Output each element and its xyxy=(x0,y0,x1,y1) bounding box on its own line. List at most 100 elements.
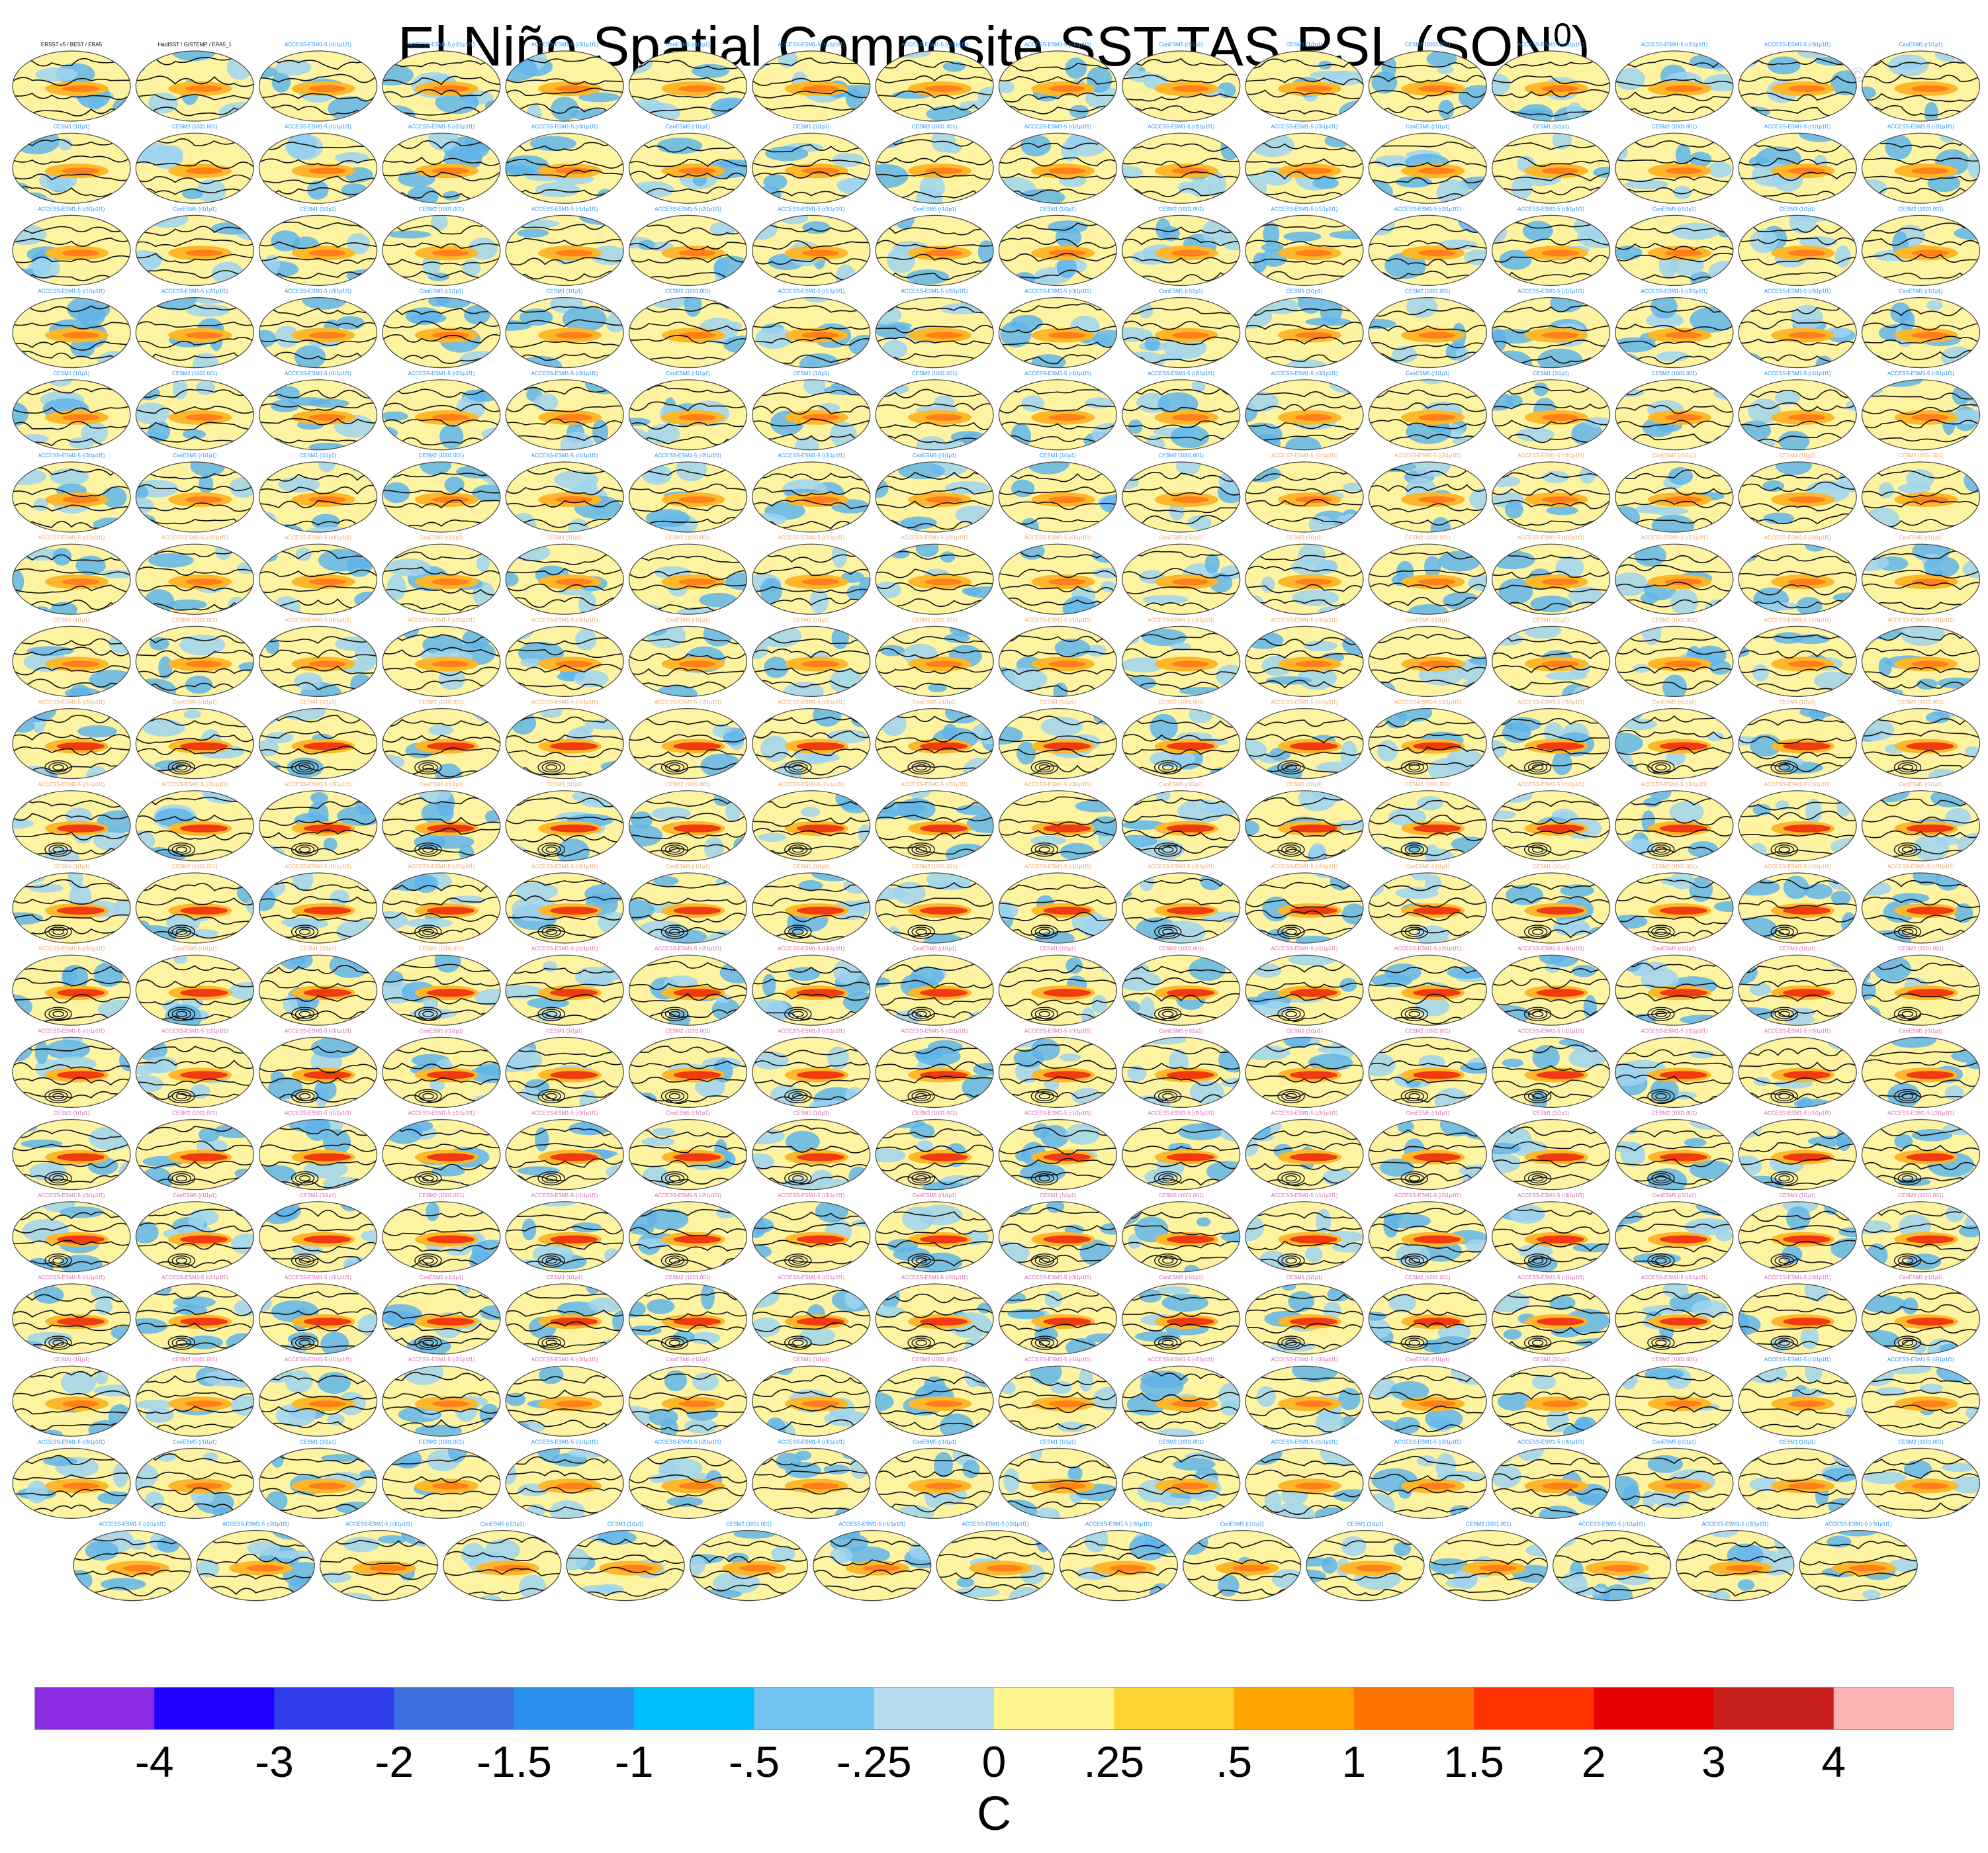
map-panel: CanESM5 (r1i1p1) xyxy=(443,1521,562,1602)
panel-title: CESM2 (1001.001) xyxy=(1405,782,1451,788)
panel-title: ACCESS-ESM1-5 (r2i1p1f1) xyxy=(1394,700,1461,705)
colorbar-tick-label: 2 xyxy=(1581,1737,1606,1786)
panel-title: CESM2 (1001.001) xyxy=(1158,700,1204,705)
map-panel: CESM1 (1i1p1) xyxy=(1738,700,1857,780)
map-panel: ACCESS-ESM1-5 (r2i1p1f1) xyxy=(1615,535,1734,615)
colorbar-segment xyxy=(1353,1687,1474,1730)
map-panel: ACCESS-ESM1-5 (r2i1p1f1) xyxy=(1861,124,1981,204)
panel-title: ACCESS-ESM1-5 (r3i1p1f1) xyxy=(1764,42,1831,48)
colorbar-tick-label: 1 xyxy=(1341,1737,1367,1786)
map-panel: ACCESS-ESM1-5 (r2i1p1f1) xyxy=(628,1193,748,1273)
map-panel: CESM1 (1i1p1) xyxy=(752,124,871,204)
map-panel: ACCESS-ESM1-5 (r2i1p1f1) xyxy=(875,289,994,369)
panel-title: ACCESS-ESM1-5 (r3i1p1f1) xyxy=(531,371,598,377)
panel-title: ACCESS-ESM1-5 (r2i1p1f1) xyxy=(1641,535,1707,541)
panel-title: ACCESS-ESM1-5 (r2i1p1f1) xyxy=(1887,371,1954,377)
map-panel: CESM2 (1001.001) xyxy=(1122,1439,1241,1519)
map-panel: CESM2 (1001.001) xyxy=(1615,1357,1734,1437)
map-panel: ACCESS-ESM1-5 (r2i1p1f1) xyxy=(1861,1357,1981,1437)
panel-title: ACCESS-ESM1-5 (r3i1p1f1) xyxy=(1024,782,1091,788)
map-panel: ACCESS-ESM1-5 (r1i1p1f1) xyxy=(1553,1521,1672,1602)
panel-title: ACCESS-ESM1-5 (r3i1p1f1) xyxy=(531,42,598,48)
panel-title: CESM1 (1i1p1) xyxy=(1040,700,1076,705)
map-panel: ACCESS-ESM1-5 (r3i1p1f1) xyxy=(12,206,131,286)
panel-title: CESM1 (1i1p1) xyxy=(1040,946,1076,952)
map-panel: ACCESS-ESM1-5 (r2i1p1f1) xyxy=(1122,617,1241,698)
panel-title: ACCESS-ESM1-5 (r2i1p1f1) xyxy=(1641,289,1707,294)
panel-title: ACCESS-ESM1-5 (r3i1p1f1) xyxy=(1517,1193,1584,1198)
panel-title: CanESM5 (r1i1p1) xyxy=(666,371,710,377)
map-panel: ACCESS-ESM1-5 (r1i1p1f1) xyxy=(1492,782,1611,862)
map-panel: CESM1 (1i1p1) xyxy=(1738,1193,1857,1273)
panel-title: ACCESS-ESM1-5 (r2i1p1f1) xyxy=(901,535,968,541)
colorbar-segment xyxy=(994,1687,1114,1730)
panel-title: CanESM5 (r1i1p1) xyxy=(420,535,464,541)
map-panel: ACCESS-ESM1-5 (r3i1p1f1) xyxy=(1492,206,1611,286)
panel-title: ACCESS-ESM1-5 (r1i1p1f1) xyxy=(285,1357,351,1363)
panel-title: CanESM5 (r1i1p1) xyxy=(1899,782,1943,788)
panel-title: ACCESS-ESM1-5 (r1i1p1f1) xyxy=(1764,617,1831,623)
panel-title: ACCESS-ESM1-5 (r2i1p1f1) xyxy=(1394,1439,1461,1445)
map-panel: CESM2 (1001.001) xyxy=(382,946,501,1026)
map-panel: ACCESS-ESM1-5 (r3i1p1f1) xyxy=(12,700,131,780)
map-panel: CESM1 (1i1p1) xyxy=(998,946,1118,1026)
panel-title: CESM2 (1001.001) xyxy=(912,124,958,130)
panel-title: ACCESS-ESM1-5 (r3i1p1f1) xyxy=(285,1275,351,1281)
panel-title: CESM1 (1i1p1) xyxy=(300,453,336,459)
map-panel: CESM1 (1i1p1) xyxy=(1245,1028,1364,1108)
map-panel: ACCESS-ESM1-5 (r3i1p1f1) xyxy=(1245,124,1364,204)
panel-title: CESM2 (1001.001) xyxy=(1898,700,1944,705)
map-panel: ACCESS-ESM1-5 (r2i1p1f1) xyxy=(1615,782,1734,862)
panel-title: ACCESS-ESM1-5 (r1i1p1f1) xyxy=(1024,617,1091,623)
panel-title: CanESM5 (r1i1p1) xyxy=(1899,289,1943,294)
map-panel: ACCESS-ESM1-5 (r1i1p1f1) xyxy=(1492,1028,1611,1108)
map-panel: CESM2 (1001.001) xyxy=(1861,946,1981,1026)
map-panel: CESM1 (1i1p1) xyxy=(12,371,131,451)
panel-title: CESM2 (1001.001) xyxy=(1405,289,1451,294)
panel-title: ACCESS-ESM1-5 (r3i1p1f1) xyxy=(778,700,844,705)
map-panel: CESM2 (1001.001) xyxy=(1861,1439,1981,1519)
map-panel: ACCESS-ESM1-5 (r3i1p1f1) xyxy=(12,453,131,533)
map-panel: CESM2 (1001.001) xyxy=(1615,124,1734,204)
map-panel: CESM1 (1i1p1) xyxy=(1492,124,1611,204)
panel-title: CESM1 (1i1p1) xyxy=(54,617,90,623)
map-panel: ACCESS-ESM1-5 (r2i1p1f1) xyxy=(196,1521,315,1602)
map-panel: CanESM5 (r1i1p1) xyxy=(875,1439,994,1519)
map-panel: ACCESS-ESM1-5 (r1i1p1f1) xyxy=(998,1357,1118,1437)
map-panel: CanESM5 (r1i1p1) xyxy=(1861,782,1981,862)
panel-title: CanESM5 (r1i1p1) xyxy=(666,1110,710,1116)
map-panel: ACCESS-ESM1-5 (r2i1p1f1) xyxy=(1122,371,1241,451)
panel-title: CESM2 (1001.001) xyxy=(1652,617,1697,623)
panel-title: CESM2 (1001.001) xyxy=(172,371,218,377)
panel-title: CanESM5 (r1i1p1) xyxy=(1406,371,1450,377)
map-panel: ACCESS-ESM1-5 (r1i1p1f1) xyxy=(998,864,1118,944)
panel-title: CESM2 (1001.001) xyxy=(172,864,218,870)
panel-title: ACCESS-ESM1-5 (r1i1p1f1) xyxy=(1517,1275,1584,1281)
map-panel: ACCESS-ESM1-5 (r1i1p1f1) xyxy=(505,453,624,533)
map-panel: CESM2 (1001.001) xyxy=(1368,289,1487,369)
map-panel: CanESM5 (r1i1p1) xyxy=(1615,206,1734,286)
map-panel: ACCESS-ESM1-5 (r1i1p1f1) xyxy=(752,1028,871,1108)
panel-title: CESM2 (1001.001) xyxy=(1652,1110,1697,1116)
map-panel: CanESM5 (r1i1p1) xyxy=(382,289,501,369)
map-panel: CESM1 (1i1p1) xyxy=(259,206,378,286)
panel-title: CESM1 (1i1p1) xyxy=(1780,1193,1816,1198)
map-panel: ACCESS-ESM1-5 (r1i1p1f1) xyxy=(259,1110,378,1191)
panel-title: CanESM5 (r1i1p1) xyxy=(913,1193,957,1198)
map-panel: CESM1 (1i1p1) xyxy=(752,864,871,944)
map-panel: ACCESS-ESM1-5 (r3i1p1f1) xyxy=(12,946,131,1026)
panel-title: ACCESS-ESM1-5 (r2i1p1f1) xyxy=(161,535,228,541)
panel-title: ACCESS-ESM1-5 (r3i1p1f1) xyxy=(285,782,351,788)
panel-title: ACCESS-ESM1-5 (r2i1p1f1) xyxy=(1641,1275,1707,1281)
panel-title: CESM2 (1001.001) xyxy=(419,946,465,952)
colorbar-tick-label: 1.5 xyxy=(1443,1737,1504,1786)
map-panel: CanESM5 (r1i1p1) xyxy=(382,535,501,615)
map-panel: CESM1 (1i1p1) xyxy=(1738,206,1857,286)
panel-title: CESM2 (1001.001) xyxy=(1652,371,1697,377)
panel-title: ACCESS-ESM1-5 (r3i1p1f1) xyxy=(38,1193,105,1198)
panel-title: CESM1 (1i1p1) xyxy=(1780,206,1816,212)
colorbar-tick-label: -1.5 xyxy=(476,1737,552,1786)
panel-title: CanESM5 (r1i1p1) xyxy=(173,206,217,212)
map-panel: CanESM5 (r1i1p1) xyxy=(1861,1028,1981,1108)
panel-title: ACCESS-ESM1-5 (r1i1p1f1) xyxy=(778,1028,844,1034)
